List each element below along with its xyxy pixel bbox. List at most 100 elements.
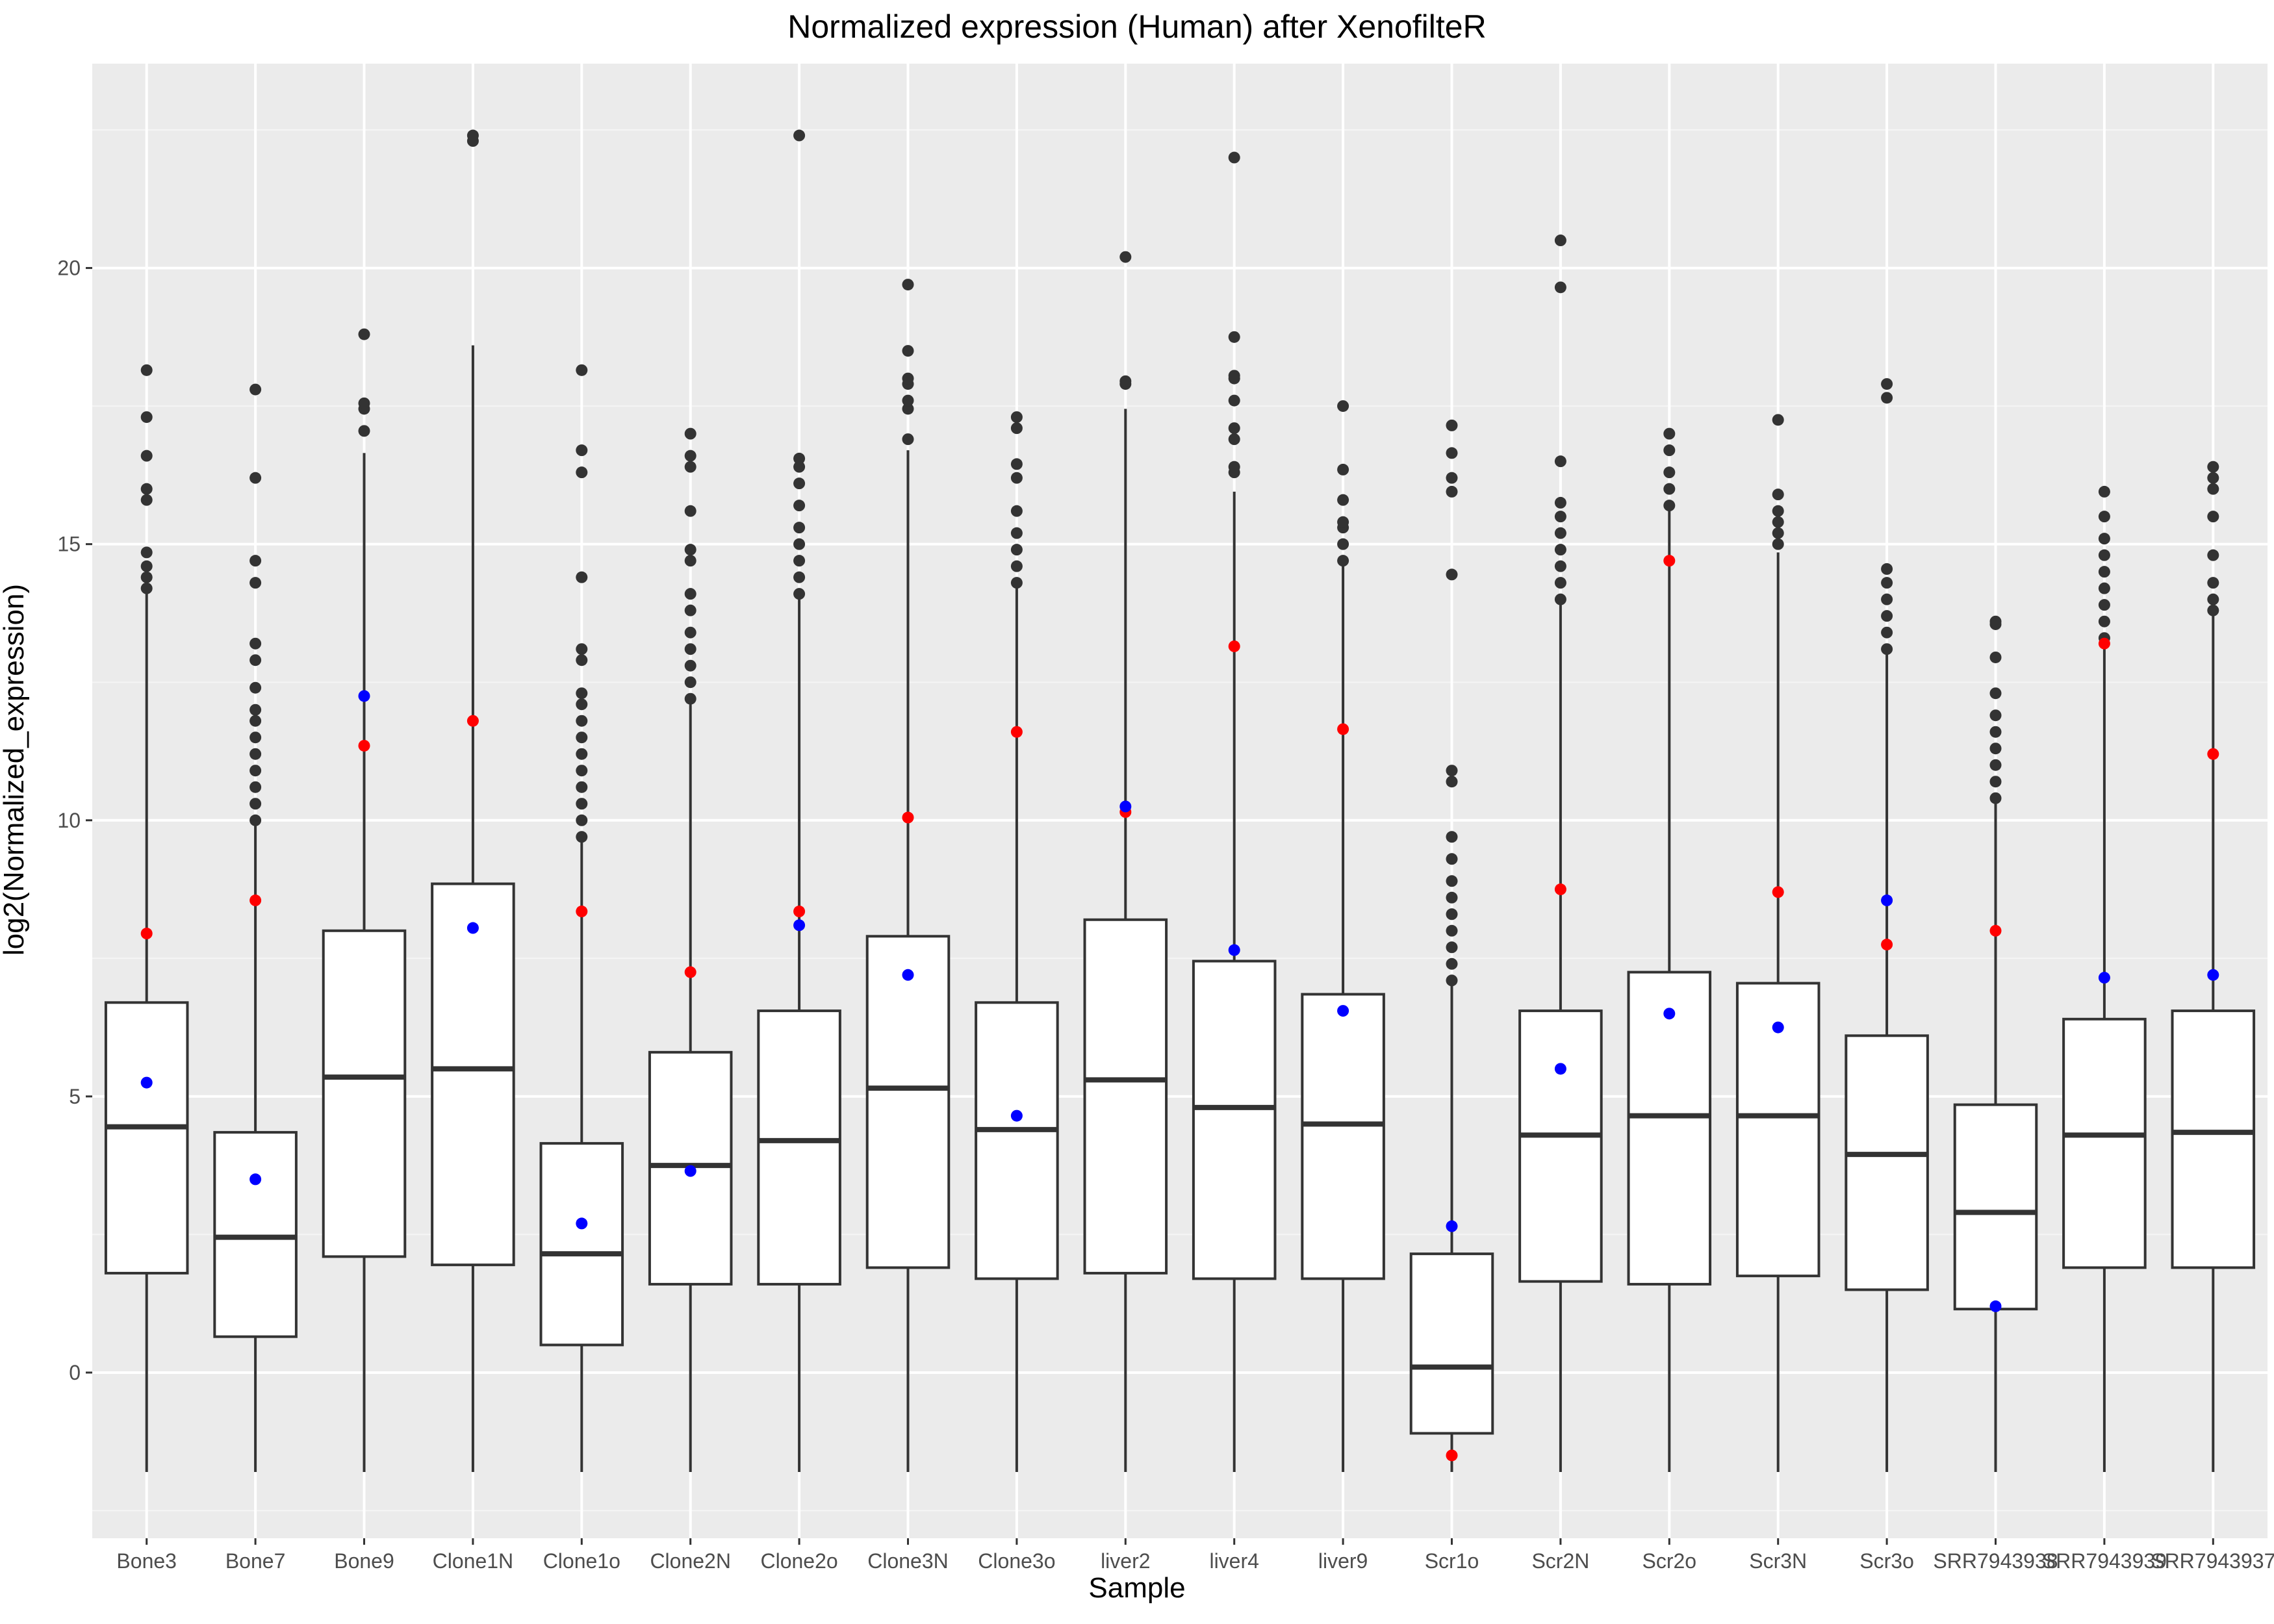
outlier-point — [140, 411, 153, 424]
outlier-point — [684, 461, 696, 473]
outlier-point — [1881, 643, 1893, 655]
x-tick-label: Scr2N — [1531, 1549, 1589, 1573]
outlier-point — [793, 571, 806, 583]
outlier-point — [684, 692, 696, 705]
outlier-point — [576, 654, 588, 666]
outlier-point — [684, 643, 696, 655]
outlier-point — [2098, 533, 2110, 545]
outlier-point — [2207, 511, 2219, 523]
outlier-point — [1989, 687, 2002, 700]
x-tick-label: Scr3o — [1859, 1549, 1914, 1573]
outlier-point — [1228, 461, 1240, 473]
outlier-point — [2207, 461, 2219, 473]
outlier-point — [249, 472, 262, 484]
red-point — [358, 739, 370, 752]
outlier-point — [2207, 472, 2219, 484]
box — [1301, 993, 1385, 1280]
outlier-point — [249, 748, 262, 760]
blue-point — [358, 690, 370, 702]
x-tick-label: SRR7943937 — [2151, 1549, 2274, 1573]
red-point — [2098, 637, 2110, 650]
blue-point — [1446, 1220, 1458, 1232]
outlier-point — [1554, 527, 1566, 539]
outlier-point — [2207, 483, 2219, 495]
outlier-point — [1010, 472, 1023, 484]
red-point — [1337, 723, 1349, 735]
box — [2062, 1017, 2147, 1269]
outlier-point — [1119, 251, 1132, 263]
x-tick-label: Scr1o — [1425, 1549, 1479, 1573]
outlier-point — [576, 444, 588, 457]
outlier-point — [1772, 488, 1784, 501]
y-tick-label: 0 — [69, 1361, 81, 1384]
box — [1953, 1103, 2038, 1311]
red-point — [1989, 924, 2002, 937]
x-tick-label: Clone1N — [433, 1549, 514, 1573]
outlier-point — [1446, 941, 1458, 954]
outlier-point — [249, 654, 262, 666]
outlier-point — [684, 676, 696, 689]
red-point — [1554, 883, 1566, 896]
outlier-point — [576, 687, 588, 700]
outlier-point — [902, 279, 914, 291]
blue-point — [1554, 1063, 1566, 1075]
box — [1845, 1034, 1929, 1291]
red-point — [793, 906, 806, 918]
outlier-point — [1663, 483, 1676, 495]
outlier-point — [249, 765, 262, 777]
outlier-point — [1228, 370, 1240, 382]
outlier-point — [466, 129, 479, 142]
outlier-point — [249, 637, 262, 650]
outlier-point — [1010, 505, 1023, 517]
outlier-point — [1228, 151, 1240, 164]
outlier-point — [249, 383, 262, 396]
outlier-point — [1228, 331, 1240, 343]
box — [1192, 959, 1277, 1280]
outlier-point — [1772, 516, 1784, 528]
outlier-point — [684, 505, 696, 517]
outlier-point — [1446, 853, 1458, 865]
outlier-point — [1119, 375, 1132, 387]
blue-point — [2098, 972, 2110, 984]
outlier-point — [2098, 485, 2110, 498]
outlier-point — [140, 560, 153, 572]
x-tick-label: liver2 — [1101, 1549, 1150, 1573]
outlier-point — [1228, 394, 1240, 407]
outlier-point — [902, 433, 914, 446]
outlier-point — [1989, 776, 2002, 788]
outlier-point — [358, 328, 370, 340]
outlier-point — [2098, 615, 2110, 628]
x-tick-label: Bone3 — [116, 1549, 177, 1573]
panel-background — [92, 64, 2268, 1538]
outlier-point — [1989, 709, 2002, 722]
outlier-point — [2207, 593, 2219, 605]
outlier-point — [576, 643, 588, 655]
outlier-point — [1554, 593, 1566, 605]
outlier-point — [2207, 604, 2219, 616]
outlier-point — [249, 781, 262, 793]
y-tick-label: 10 — [57, 809, 81, 832]
outlier-point — [576, 698, 588, 711]
blue-point — [1663, 1008, 1676, 1020]
outlier-point — [1446, 568, 1458, 581]
outlier-point — [1010, 560, 1023, 572]
red-point — [1010, 726, 1023, 738]
x-tick-label: Scr3N — [1749, 1549, 1807, 1573]
outlier-point — [576, 748, 588, 760]
outlier-point — [576, 765, 588, 777]
outlier-point — [1337, 400, 1349, 412]
outlier-point — [1446, 875, 1458, 887]
red-point — [140, 928, 153, 940]
outlier-point — [902, 394, 914, 407]
outlier-point — [793, 477, 806, 490]
x-axis-label: Sample — [1088, 1572, 1186, 1604]
outlier-point — [249, 715, 262, 727]
outlier-point — [1772, 527, 1784, 539]
red-point — [1228, 640, 1240, 652]
x-tick-label: liver9 — [1318, 1549, 1368, 1573]
red-point — [2207, 748, 2219, 760]
box — [1518, 1009, 1603, 1283]
outlier-point — [1989, 651, 2002, 663]
outlier-point — [793, 461, 806, 473]
